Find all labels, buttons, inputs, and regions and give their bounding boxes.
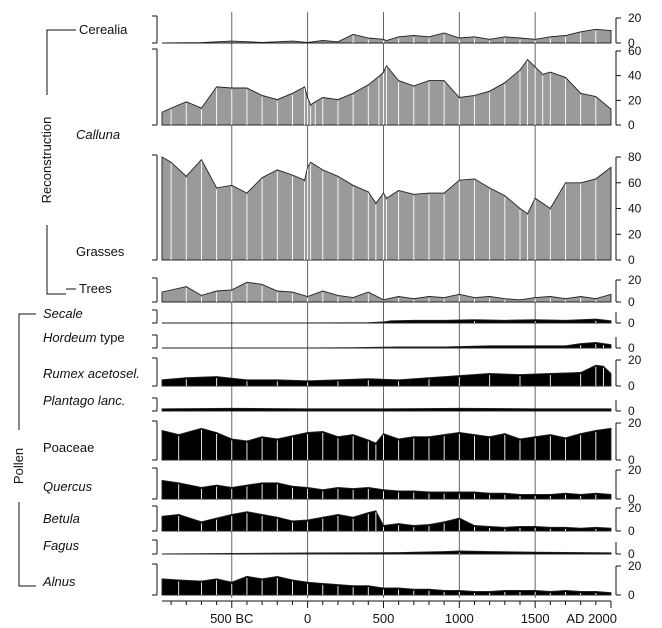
y-tick-label: 20 xyxy=(628,353,642,367)
x-axis: 500 BC 0 500 1000 1500 AD 2000 xyxy=(162,600,617,626)
series-label-poaceae: Poaceae xyxy=(43,440,94,455)
series-area-secale xyxy=(162,318,612,324)
panel-calluna: 60 40 20 0 Calluna xyxy=(76,44,642,142)
y-tick-label: 40 xyxy=(628,69,642,83)
series-label-grasses: Grasses xyxy=(76,244,125,259)
series-area-cerealia xyxy=(161,28,612,44)
series-label-hordeum: Hordeum type xyxy=(43,330,125,345)
y-tick-label: 20 xyxy=(628,93,642,107)
series-area-hordeum xyxy=(162,342,612,349)
y-tick-label: 0 xyxy=(628,524,635,538)
series-label-alnus: Alnus xyxy=(42,574,76,589)
series-area-quercus xyxy=(161,479,612,500)
y-tick-label: 20 xyxy=(628,227,642,241)
series-area-fagus xyxy=(161,550,612,555)
panel-trees: 20 0 Trees xyxy=(66,273,642,309)
x-tick-label: 0 xyxy=(304,611,311,626)
series-area-rumex xyxy=(161,364,612,387)
x-tick-label: AD 2000 xyxy=(566,611,617,626)
panel-fagus: 0 Fagus xyxy=(43,538,635,561)
series-label-fagus: Fagus xyxy=(43,538,80,553)
x-tick-label: 1000 xyxy=(445,611,474,626)
x-tick-label: 500 xyxy=(373,611,395,626)
panel-quercus: 20 0 Quercus xyxy=(43,463,642,506)
y-tick-label: 0 xyxy=(628,36,635,50)
y-tick-label: 0 xyxy=(628,316,635,330)
x-tick-label: 1500 xyxy=(521,611,550,626)
y-tick-label: 0 xyxy=(628,295,635,309)
y-tick-label: 20 xyxy=(628,559,642,573)
group-label-reconstruction: Reconstruction xyxy=(39,117,54,204)
group-label-pollen: Pollen xyxy=(11,448,26,484)
y-tick-label: 0 xyxy=(628,453,635,467)
series-label-betula: Betula xyxy=(43,511,80,526)
panel-grasses: 80 60 40 20 0 Grasses xyxy=(76,150,642,267)
series-label-quercus: Quercus xyxy=(43,479,93,494)
series-area-alnus xyxy=(161,575,612,596)
panel-rumex: 20 0 Rumex acetosel. xyxy=(43,353,642,393)
y-tick-label: 0 xyxy=(628,118,635,132)
y-tick-label: 60 xyxy=(628,44,642,58)
panel-poaceae: 20 0 Poaceae xyxy=(43,416,642,467)
y-tick-label: 20 xyxy=(628,463,642,477)
series-label-secale: Secale xyxy=(43,306,83,321)
x-tick-label: 500 BC xyxy=(210,611,253,626)
y-tick-label: 0 xyxy=(628,253,635,267)
series-label-trees: Trees xyxy=(79,281,112,296)
series-label-calluna: Calluna xyxy=(76,127,120,142)
group-label-background xyxy=(40,95,56,225)
y-tick-label: 20 xyxy=(628,11,642,25)
y-tick-label: 0 xyxy=(628,588,635,602)
panel-betula: 20 0 Betula xyxy=(43,501,642,538)
group-brackets: Reconstruction Pollen xyxy=(11,29,66,587)
y-tick-label: 0 xyxy=(628,379,635,393)
y-tick-label: 20 xyxy=(628,416,642,430)
panel-secale: 0 Secale xyxy=(43,306,635,330)
y-tick-label: 0 xyxy=(628,404,635,418)
y-tick-label: 0 xyxy=(628,492,635,506)
y-tick-label: 0 xyxy=(628,547,635,561)
panel-cerealia: 20 0 Cerealia xyxy=(66,11,642,50)
panel-plantago: 0 Plantago lanc. xyxy=(43,393,635,418)
series-area-poaceae xyxy=(161,427,612,461)
y-tick-label: 20 xyxy=(628,273,642,287)
panel-alnus: 20 0 Alnus xyxy=(42,559,642,602)
y-tick-label: 0 xyxy=(628,341,635,355)
series-area-betula xyxy=(161,510,612,532)
series-label-rumex: Rumex acetosel. xyxy=(43,366,140,381)
series-label-plantago: Plantago lanc. xyxy=(43,393,125,408)
panel-hordeum: 0 Hordeum type xyxy=(43,330,635,355)
group-label-background xyxy=(12,430,28,502)
y-tick-label: 40 xyxy=(628,202,642,216)
panels: 200Cerealia6040200Calluna806040200Grasse… xyxy=(42,11,642,602)
series-area-trees xyxy=(161,281,612,303)
y-tick-label: 20 xyxy=(628,501,642,515)
series-label-cerealia: Cerealia xyxy=(79,22,128,37)
y-tick-label: 60 xyxy=(628,176,642,190)
y-tick-label: 80 xyxy=(628,150,642,164)
series-area-plantago xyxy=(161,407,612,412)
